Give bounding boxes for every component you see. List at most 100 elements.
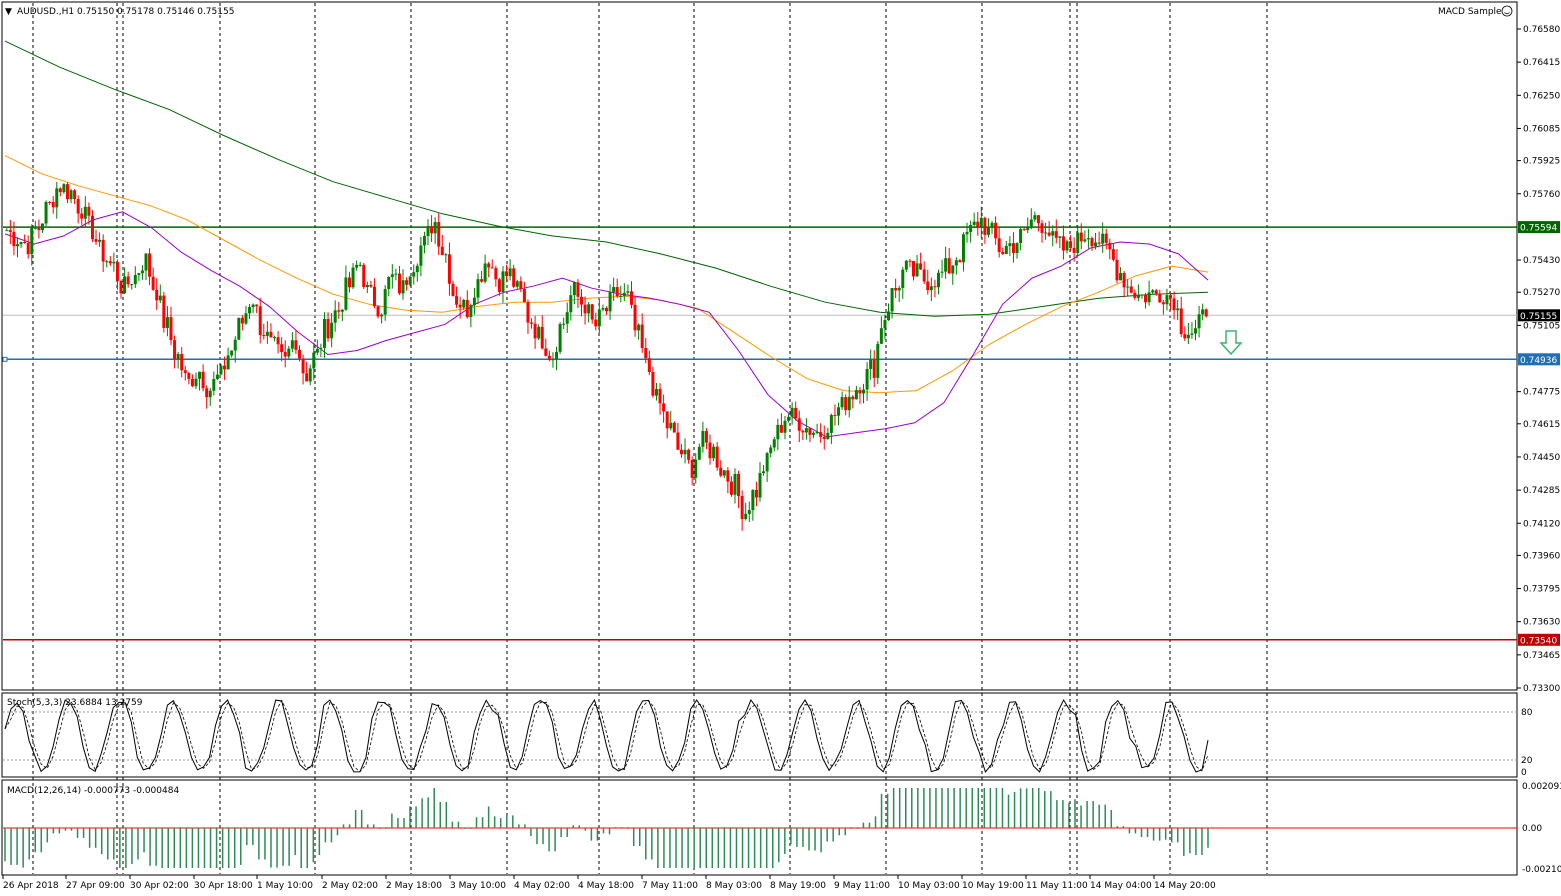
expert-smiley-icon[interactable]: [1501, 5, 1513, 17]
candlesticks: [5, 182, 1208, 531]
candle-body: [826, 432, 830, 439]
candle-body: [833, 414, 837, 416]
candle-body: [804, 428, 808, 433]
candle-body: [444, 254, 448, 256]
candle-body: [990, 222, 994, 228]
candle-body: [569, 295, 573, 313]
candle-body: [140, 270, 144, 274]
candle-body: [322, 319, 326, 348]
candle-body: [451, 283, 455, 296]
candle-body: [722, 470, 726, 476]
candle-body: [483, 263, 487, 282]
candle-body: [640, 324, 644, 348]
candle-body: [1008, 243, 1012, 247]
candle-body: [312, 352, 316, 369]
candle-body: [201, 371, 205, 389]
candle-body: [372, 286, 376, 307]
candle-body: [876, 343, 880, 378]
candle-body: [151, 276, 155, 290]
candle-body: [758, 473, 762, 498]
candle-body: [597, 309, 601, 327]
price-tick-label: 0.73630: [1523, 618, 1560, 628]
candle-body: [269, 331, 273, 338]
candle-body: [415, 265, 419, 273]
candle-body: [933, 286, 937, 288]
price-panel[interactable]: [1, 1, 1518, 691]
horizontal-levels[interactable]: 0.75594 0.74936 0.73540 0.75155: [2, 221, 1560, 646]
candle-body: [865, 368, 869, 390]
candle-body: [679, 449, 683, 455]
candle-body: [562, 323, 566, 325]
candle-body: [208, 390, 212, 398]
candle-body: [801, 430, 805, 433]
candle-body: [337, 310, 341, 312]
candle-body: [576, 282, 580, 297]
price-tick-label: 0.76580: [1523, 25, 1560, 35]
candle-body: [219, 365, 223, 375]
candle-body: [5, 230, 9, 232]
candle-body: [715, 446, 719, 468]
candle-body: [522, 288, 526, 303]
candle-body: [515, 281, 519, 287]
candle-body: [658, 388, 662, 404]
candle-body: [283, 351, 287, 357]
candle-body: [733, 473, 737, 495]
candle-body: [255, 304, 259, 307]
candle-body: [1036, 215, 1040, 224]
candle-body: [719, 467, 723, 476]
time-tick-label: 14 May 04:00: [1090, 881, 1152, 891]
candle-body: [23, 241, 27, 244]
current-price-label: 0.75155: [1520, 312, 1557, 322]
candle-body: [537, 326, 541, 339]
candle-body: [1172, 298, 1176, 311]
candle-body: [915, 263, 919, 277]
candle-body: [840, 397, 844, 408]
candle-body: [808, 428, 812, 435]
candle-body: [1058, 236, 1062, 238]
candle-body: [401, 280, 405, 294]
candle-body: [669, 422, 673, 429]
candle-body: [380, 314, 384, 317]
candle-body: [1011, 243, 1015, 254]
candle-body: [148, 253, 152, 277]
candle-body: [890, 287, 894, 312]
candle-body: [351, 267, 355, 288]
candle-body: [273, 337, 277, 339]
candle-body: [308, 368, 312, 382]
candle-body: [8, 230, 12, 232]
candle-body: [397, 273, 401, 294]
stochastic-panel[interactable]: [1, 692, 1518, 778]
candle-body: [951, 265, 955, 274]
candle-body: [594, 319, 598, 327]
candle-body: [33, 227, 37, 229]
candle-body: [258, 306, 262, 336]
time-tick-label: 2 May 18:00: [386, 881, 442, 891]
candle-body: [447, 254, 451, 284]
symbol-dropdown-icon[interactable]: ▼: [5, 7, 12, 17]
candle-body: [530, 322, 534, 324]
candle-body: [605, 308, 608, 312]
candle-body: [287, 348, 291, 357]
ma-mid-line: [4, 155, 1209, 394]
candle-body: [926, 281, 930, 291]
candle-body: [30, 227, 34, 255]
candle-body: [558, 324, 562, 352]
candle-body: [1029, 219, 1033, 228]
ma-fast-line: [4, 211, 1209, 438]
candle-body: [294, 340, 298, 350]
candle-body: [1140, 294, 1144, 296]
candle-body: [390, 274, 394, 278]
candle-body: [961, 234, 965, 263]
candle-body: [815, 432, 819, 434]
candle-body: [551, 359, 555, 361]
candle-body: [1040, 223, 1044, 234]
candle-body: [1051, 231, 1055, 236]
price-tick-label: 0.75925: [1523, 157, 1560, 167]
price-tick-label: 0.74120: [1523, 519, 1560, 529]
candle-body: [1119, 273, 1123, 281]
candle-body: [251, 304, 255, 308]
candle-body: [198, 371, 202, 379]
candle-body: [305, 373, 309, 382]
candle-body: [505, 271, 509, 277]
